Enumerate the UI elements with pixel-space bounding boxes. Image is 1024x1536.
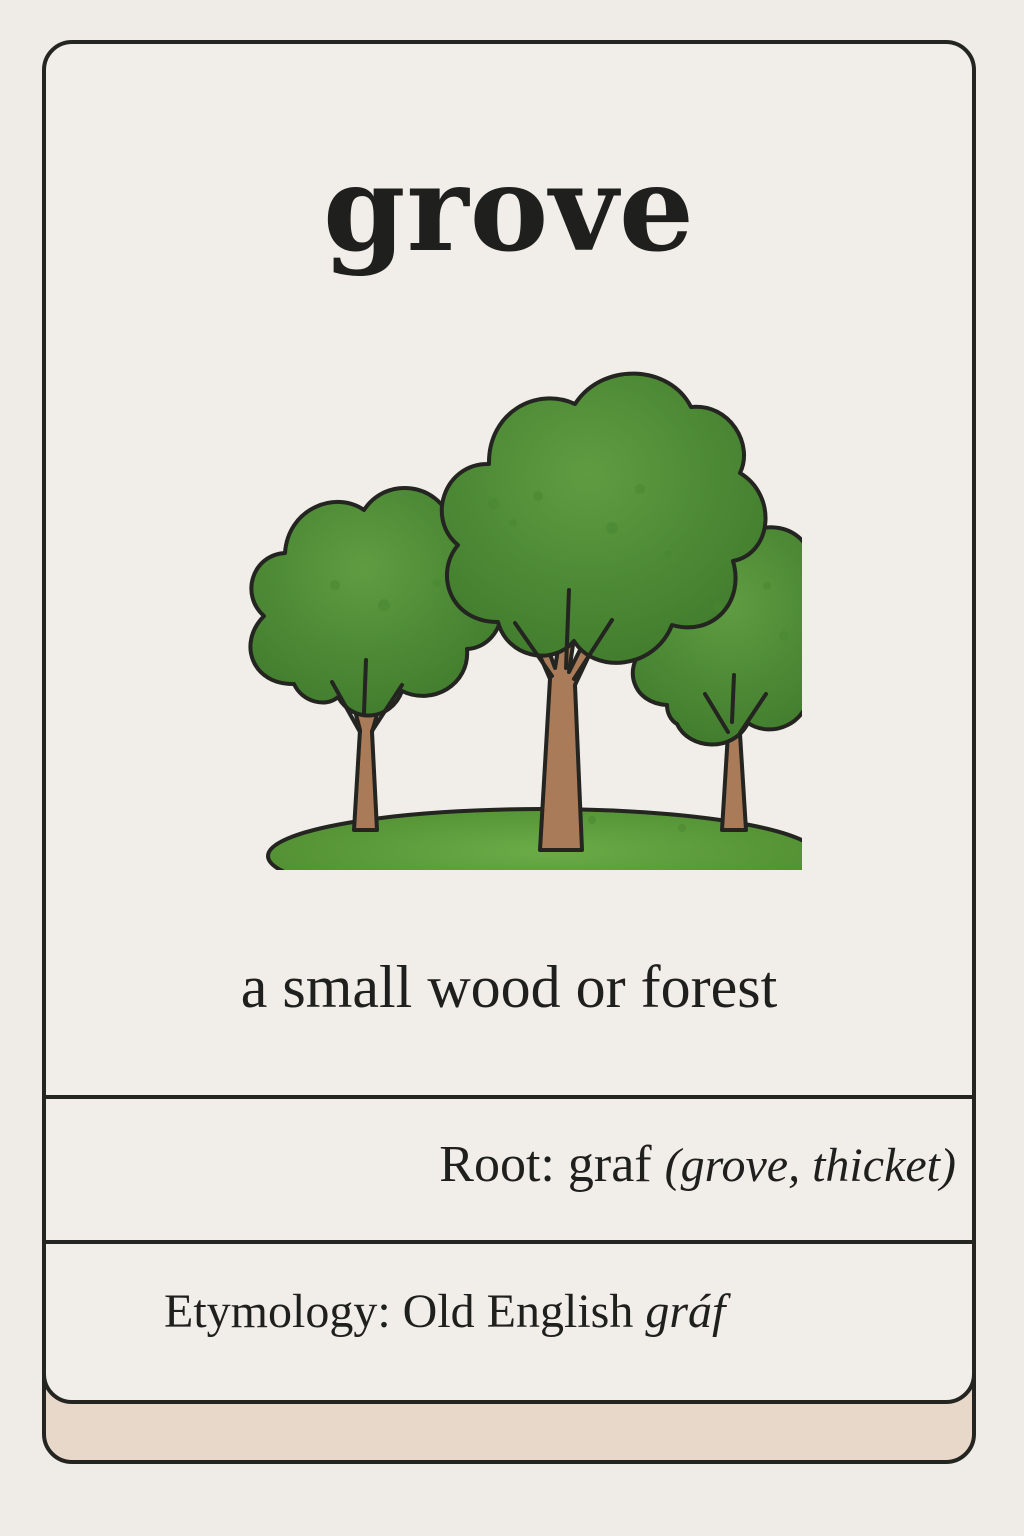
section-divider-top	[46, 1095, 972, 1099]
middle-tree-crown	[439, 371, 768, 665]
vocabulary-card: grove	[42, 40, 976, 1404]
root-label: Root:	[439, 1136, 555, 1193]
right-branches	[703, 673, 768, 735]
left-branches	[330, 658, 404, 734]
section-divider-bottom	[46, 1240, 972, 1244]
root-line: Root: graf (grove, thicket)	[46, 1132, 956, 1199]
leaf-texture	[330, 484, 789, 832]
etymology-language: Old English	[402, 1285, 634, 1338]
etymology-line: Etymology: Old English gráf	[164, 1281, 924, 1343]
etymology-word: gráf	[645, 1285, 726, 1338]
card-word: grove	[322, 139, 696, 278]
etymology-label: Etymology:	[164, 1285, 391, 1338]
definition-text: a small wood or forest	[240, 954, 778, 1020]
root-gloss: (grove, thicket)	[664, 1139, 956, 1192]
middle-branches	[513, 588, 614, 681]
root-value: graf	[567, 1136, 652, 1193]
grove-of-trees-icon	[182, 350, 850, 905]
